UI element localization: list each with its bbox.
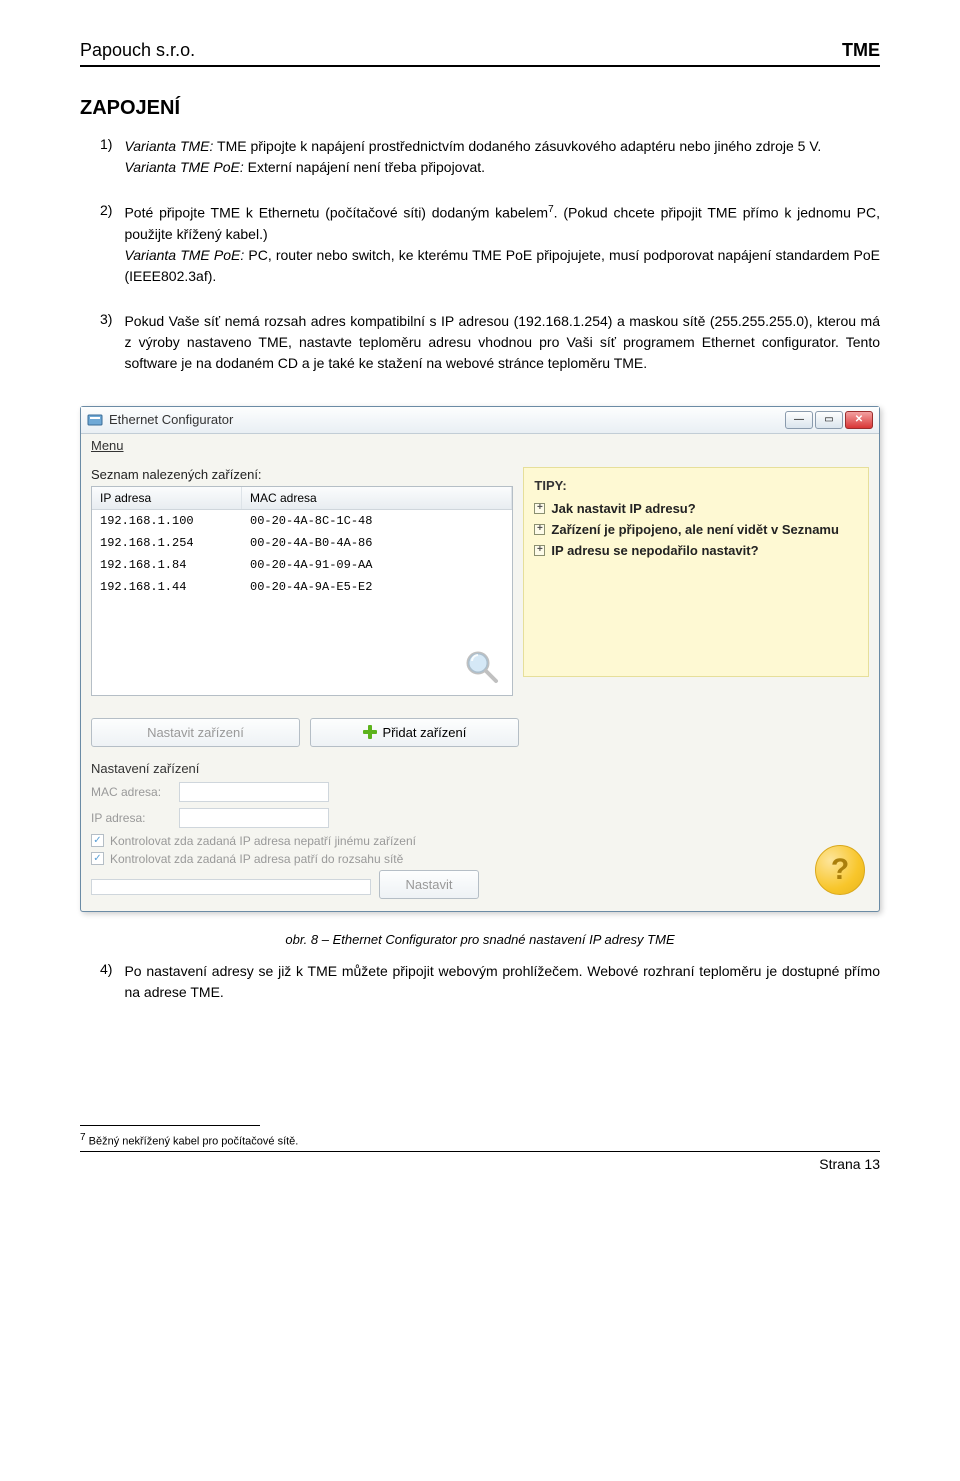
ip-label: IP adresa:: [91, 811, 171, 825]
footnote: 7 Běžný nekřížený kabel pro počítačové s…: [80, 1132, 880, 1148]
maximize-button[interactable]: ▭: [815, 411, 843, 429]
close-button[interactable]: ✕: [845, 411, 873, 429]
list-marker: 1): [100, 136, 112, 190]
step-1: 1) Varianta TME: TME připojte k napájení…: [80, 136, 880, 190]
list-marker: 2): [100, 202, 112, 299]
list-marker: 3): [100, 311, 112, 386]
page-number: Strana 13: [819, 1156, 880, 1172]
step-1-text-b: Externí napájení není třeba připojovat.: [244, 159, 485, 175]
device-settings-group: Nastavení zařízení MAC adresa: IP adresa…: [91, 761, 519, 899]
variant-poe-label: Varianta TME PoE:: [124, 159, 243, 175]
cell-mac: 00-20-4A-8C-1C-48: [242, 512, 512, 530]
step-4: 4) Po nastavení adresy se již k TME může…: [80, 961, 880, 1015]
help-icon[interactable]: ?: [815, 845, 865, 895]
tip-item[interactable]: + Jak nastavit IP adresu?: [534, 501, 858, 516]
tip-label: Jak nastavit IP adresu?: [551, 501, 695, 516]
column-mac[interactable]: MAC adresa: [242, 487, 512, 509]
check-ip-conflict[interactable]: ✓ Kontrolovat zda zadaná IP adresa nepat…: [91, 834, 519, 848]
minimize-button[interactable]: —: [785, 411, 813, 429]
device-listbox[interactable]: IP adresa MAC adresa 192.168.1.100 00-20…: [91, 486, 513, 696]
cell-ip: 192.168.1.100: [92, 512, 242, 530]
cell-ip: 192.168.1.84: [92, 556, 242, 574]
configurator-window: Ethernet Configurator — ▭ ✕ Menu Seznam …: [80, 406, 880, 912]
checkbox-label: Kontrolovat zda zadaná IP adresa patří d…: [110, 852, 403, 866]
menubar[interactable]: Menu: [81, 434, 879, 457]
cell-ip: 192.168.1.44: [92, 578, 242, 596]
cell-mac: 00-20-4A-9A-E5-E2: [242, 578, 512, 596]
mac-input[interactable]: [179, 782, 329, 802]
checkbox-icon[interactable]: ✓: [91, 834, 104, 847]
table-row[interactable]: 192.168.1.44 00-20-4A-9A-E5-E2: [92, 576, 512, 598]
titlebar: Ethernet Configurator — ▭ ✕: [81, 407, 879, 434]
variant-poe-label-2: Varianta TME PoE:: [124, 247, 244, 263]
product-name: TME: [842, 40, 880, 61]
expand-icon[interactable]: +: [534, 503, 545, 514]
tip-item[interactable]: + IP adresu se nepodařilo nastavit?: [534, 543, 858, 558]
tips-title: TIPY:: [534, 478, 858, 493]
device-list-label: Seznam nalezených zařízení:: [91, 467, 513, 482]
section-title: ZAPOJENÍ: [80, 97, 880, 120]
list-marker: 4): [100, 961, 112, 1015]
check-ip-range[interactable]: ✓ Kontrolovat zda zadaná IP adresa patří…: [91, 852, 519, 866]
company-name: Papouch s.r.o.: [80, 40, 195, 61]
column-ip[interactable]: IP adresa: [92, 487, 242, 509]
step-2: 2) Poté připojte TME k Ethernetu (počíta…: [80, 202, 880, 299]
window-title: Ethernet Configurator: [109, 412, 785, 427]
table-row[interactable]: 192.168.1.100 00-20-4A-8C-1C-48: [92, 510, 512, 532]
add-device-label: Přidat zařízení: [383, 725, 467, 740]
footnote-number: 7: [80, 1132, 86, 1143]
tip-label: Zařízení je připojeno, ale není vidět v …: [551, 522, 839, 537]
page-footer: Strana 13: [80, 1151, 880, 1172]
step-3-text: Pokud Vaše síť nemá rozsah adres kompati…: [124, 311, 880, 374]
step-2-text-a: Poté připojte TME k Ethernetu (počítačov…: [124, 205, 548, 221]
footnote-separator: [80, 1125, 260, 1126]
progress-bar: [91, 879, 371, 895]
cell-mac: 00-20-4A-B0-4A-86: [242, 534, 512, 552]
doc-header: Papouch s.r.o. TME: [80, 40, 880, 67]
tip-label: IP adresu se nepodařilo nastavit?: [551, 543, 758, 558]
add-device-button[interactable]: Přidat zařízení: [310, 718, 519, 747]
step-1-text-a: TME připojte k napájení prostřednictvím …: [213, 138, 821, 154]
app-icon: [87, 412, 103, 428]
figure-caption: obr. 8 – Ethernet Configurator pro snadn…: [80, 932, 880, 947]
ip-input[interactable]: [179, 808, 329, 828]
table-row[interactable]: 192.168.1.84 00-20-4A-91-09-AA: [92, 554, 512, 576]
set-button[interactable]: Nastavit: [379, 870, 479, 899]
mac-label: MAC adresa:: [91, 785, 171, 799]
settings-group-label: Nastavení zařízení: [91, 761, 519, 776]
checkbox-label: Kontrolovat zda zadaná IP adresa nepatří…: [110, 834, 416, 848]
magnify-icon: [462, 647, 502, 687]
cell-ip: 192.168.1.254: [92, 534, 242, 552]
set-device-button[interactable]: Nastavit zařízení: [91, 718, 300, 747]
cell-mac: 00-20-4A-91-09-AA: [242, 556, 512, 574]
checkbox-icon[interactable]: ✓: [91, 852, 104, 865]
plus-icon: [363, 725, 377, 739]
step-4-text: Po nastavení adresy se již k TME můžete …: [124, 961, 880, 1003]
footnote-text: Běžný nekřížený kabel pro počítačové sít…: [89, 1135, 299, 1147]
menu-item-menu[interactable]: Menu: [91, 438, 124, 453]
tips-panel: TIPY: + Jak nastavit IP adresu? + Zaříze…: [523, 467, 869, 677]
expand-icon[interactable]: +: [534, 545, 545, 556]
tip-item[interactable]: + Zařízení je připojeno, ale není vidět …: [534, 522, 858, 537]
variant-tme-label: Varianta TME:: [124, 138, 213, 154]
expand-icon[interactable]: +: [534, 524, 545, 535]
table-row[interactable]: 192.168.1.254 00-20-4A-B0-4A-86: [92, 532, 512, 554]
step-3: 3) Pokud Vaše síť nemá rozsah adres komp…: [80, 311, 880, 386]
